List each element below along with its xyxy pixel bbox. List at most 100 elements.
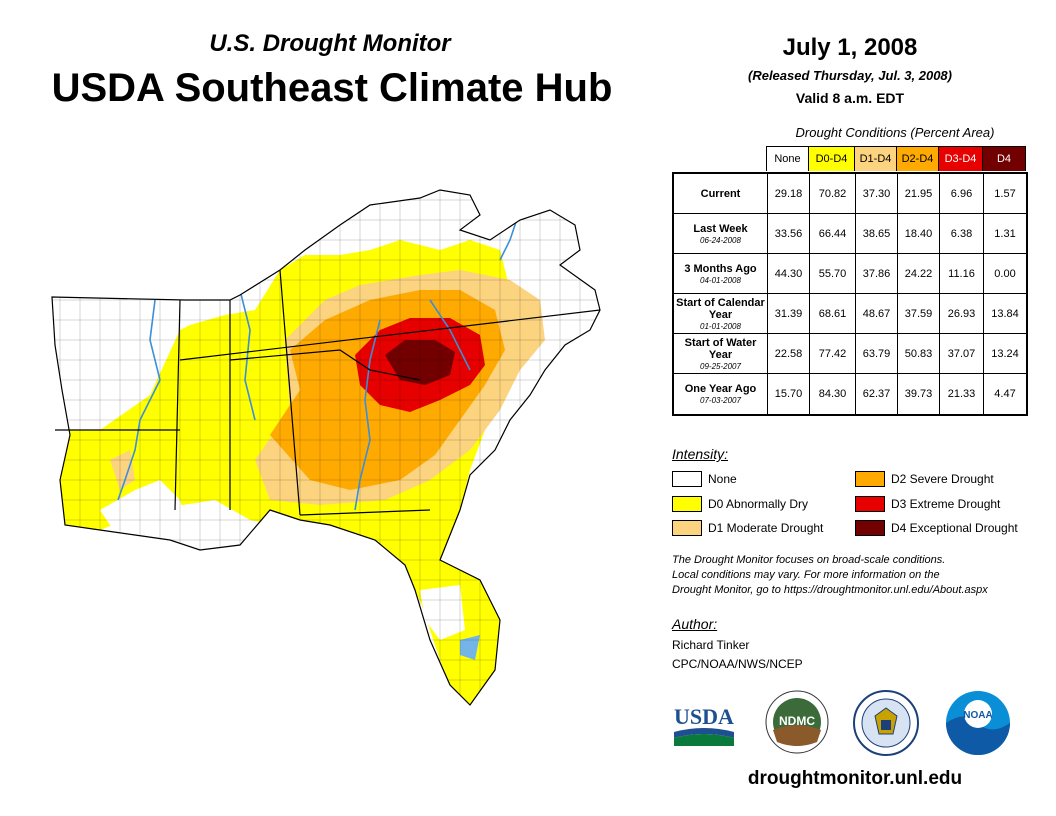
author-name: Richard Tinker — [672, 638, 750, 652]
table-row: Last Week 06-24-2008 33.56 66.44 38.65 18.40 6… — [674, 214, 1026, 254]
lake-okeechobee — [460, 635, 480, 660]
table-caption: Drought Conditions (Percent Area) — [795, 125, 995, 140]
table-cell: 6.96 — [940, 174, 984, 213]
legend-item-d4: D4 Exceptional Drought — [855, 520, 1018, 536]
row-label: 3 Months Ago 04-01-2008 — [674, 254, 768, 293]
chattahoochee-river — [354, 319, 381, 511]
table-cell: 0.00 — [994, 267, 1016, 280]
disclaimer-note: The Drought Monitor focuses on broad-sca… — [672, 553, 1042, 598]
row-label-date: 04-01-2008 — [700, 275, 741, 285]
table-cell: 18.40 — [898, 214, 940, 253]
row-label-date: 06-24-2008 — [700, 235, 741, 245]
no-drought-area-gulf — [100, 480, 190, 545]
table-cell: 66.44 — [810, 214, 856, 253]
row-label: Last Week 06-24-2008 — [674, 214, 768, 253]
table-cell: 15.70 — [768, 374, 810, 414]
table-cell: 37.59 — [898, 294, 940, 333]
table-cell: 37.07 — [940, 334, 984, 373]
footer-url[interactable]: droughtmonitor.unl.edu — [747, 768, 963, 789]
mississippi-river — [117, 299, 161, 501]
legend-item-none: None — [672, 471, 737, 487]
table-header: None D0-D4 D1-D4 D2-D4 D3-D4 D4 — [766, 146, 1026, 171]
usda-logo: USDA — [674, 704, 734, 746]
table-cell: 38.65 — [856, 214, 898, 253]
legend-label: D4 Exceptional Drought — [891, 521, 1018, 535]
legend-swatch — [855, 471, 885, 487]
note-line: Drought Monitor, go to https://droughtmo… — [672, 584, 988, 596]
tennessee-kentucky-border — [179, 309, 601, 361]
row-label-name: Start of Water Year — [684, 336, 757, 361]
table-cell: 4.47 — [994, 388, 1016, 400]
legend-item-d2: D2 Severe Drought — [855, 471, 994, 487]
table-cell: 6.38 — [940, 214, 984, 253]
mississippi-west-border — [174, 299, 181, 511]
table-cell: 11.16 — [940, 254, 984, 293]
table-cell: 48.67 — [856, 294, 898, 333]
legend-label: D3 Extreme Drought — [891, 497, 1001, 511]
row-label-name: 3 Months Ago — [684, 262, 757, 275]
d4-exceptional-drought-area — [385, 340, 455, 385]
valid-time: Valid 8 a.m. EDT — [795, 90, 905, 106]
row-label: One Year Ago 07-03-2007 — [674, 374, 768, 414]
georgia-florida-border — [299, 509, 431, 516]
tennessee-south-border — [229, 349, 421, 381]
table-cell: 63.79 — [856, 334, 898, 373]
column-header: D0-D4 — [809, 147, 855, 171]
table-cell: 44.30 — [768, 254, 810, 293]
d1-moderate-drought-area-louisiana — [110, 450, 135, 490]
table-cell: 84.30 — [810, 374, 856, 414]
legend-item-d3: D3 Extreme Drought — [855, 496, 1000, 512]
column-header: None — [767, 147, 809, 171]
row-label-date: 09-25-2007 — [700, 361, 741, 371]
legend-title: Intensity: — [672, 446, 729, 462]
column-header: D4 — [983, 147, 1025, 171]
legend-item-d1: D1 Moderate Drought — [672, 520, 823, 536]
tennessee-river — [239, 289, 256, 421]
legend-swatch — [672, 496, 702, 512]
region-outline — [51, 189, 601, 706]
row-label: Current — [674, 174, 768, 213]
drought-map — [51, 189, 601, 706]
table-cell: 37.86 — [856, 254, 898, 293]
ndmc-logo: NDMC — [765, 690, 829, 754]
table-cell: 37.30 — [856, 174, 898, 213]
table-cell: 29.18 — [768, 174, 810, 213]
svg-text:NOAA: NOAA — [963, 710, 992, 721]
legend-swatch — [855, 496, 885, 512]
note-line: Local conditions may vary. For more info… — [672, 569, 940, 581]
row-label-name: Last Week — [693, 222, 748, 235]
map-title: USDA Southeast Climate Hub — [51, 66, 613, 110]
legend-item-d0: D0 Abnormally Dry — [672, 496, 808, 512]
table-cell: 62.37 — [856, 374, 898, 414]
legend-swatch — [672, 520, 702, 536]
legend-swatch — [672, 471, 702, 487]
column-header: D1-D4 — [855, 147, 897, 171]
row-label-name: Start of Calendar Year — [676, 296, 765, 321]
table-cell: 50.83 — [898, 334, 940, 373]
legend-label: D2 Severe Drought — [891, 472, 994, 486]
map-subtitle: U.S. Drought Monitor — [209, 30, 451, 57]
row-label-name: Current — [700, 187, 741, 200]
table-cell: 24.22 — [898, 254, 940, 293]
table-row: 3 Months Ago 04-01-2008 44.30 55.70 37.86 24.… — [674, 254, 1026, 294]
table-cell: 33.56 — [768, 214, 810, 253]
table-row: Start of Calendar Year 01-01-2008 31.39 68.… — [674, 294, 1026, 334]
table-cell: 1.57 — [994, 187, 1016, 200]
table-cell: 31.39 — [768, 294, 810, 333]
row-label: Start of Water Year 09-25-2007 — [674, 334, 768, 373]
table-cell: 77.42 — [810, 334, 856, 373]
table-row: One Year Ago 07-03-2007 15.70 84.30 62.37 39.… — [674, 374, 1026, 414]
column-header: D3-D4 — [939, 147, 983, 171]
table-cell: 21.95 — [898, 174, 940, 213]
note-line: The Drought Monitor focuses on broad-sca… — [672, 554, 946, 566]
column-header: D2-D4 — [897, 147, 939, 171]
legend-label: D1 Moderate Drought — [708, 521, 824, 535]
no-drought-area-arkansas — [55, 300, 180, 370]
row-label-name: One Year Ago — [684, 383, 757, 395]
svg-text:USDA: USDA — [674, 704, 734, 729]
alabama-georgia-border — [279, 269, 301, 516]
table-cell: 68.61 — [810, 294, 856, 333]
map-date: July 1, 2008 — [782, 34, 918, 61]
table-cell: 22.58 — [768, 334, 810, 373]
svg-text:NDMC: NDMC — [779, 714, 815, 728]
